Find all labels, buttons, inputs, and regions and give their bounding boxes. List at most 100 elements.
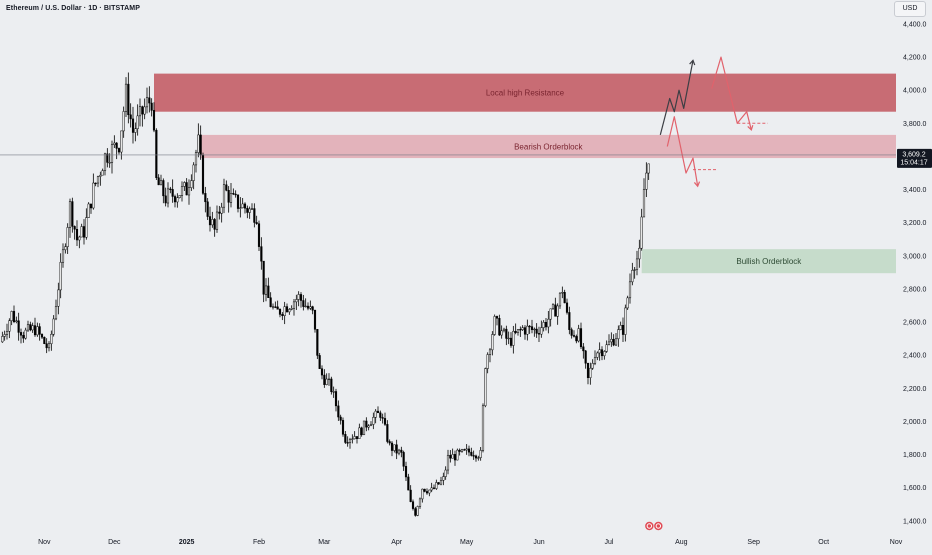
candle [367,425,370,428]
candle [365,420,368,428]
candle [239,207,242,209]
candle [577,328,580,342]
candle [360,427,363,436]
candle [516,329,520,333]
candle [561,292,564,294]
candle [164,195,167,204]
candle [638,247,641,260]
candle [92,182,95,209]
candle [87,203,90,218]
candle [178,195,181,198]
x-tick-label: May [460,539,474,546]
candle [339,416,342,421]
x-tick-label: Nov [890,539,903,546]
candle [351,438,354,440]
candle [138,106,142,117]
y-tick-label: 3,200.0 [903,220,926,227]
candle [605,344,608,352]
candle [94,182,97,185]
candle [47,343,51,349]
candle [141,106,144,115]
y-tick-label: 1,400.0 [903,518,926,525]
candle [110,144,114,163]
candle [1,336,4,343]
candle [635,258,639,270]
candle [404,466,408,478]
candle [257,223,261,247]
labels-layer: 3,609.215:04:17 [645,148,932,531]
candle [206,201,209,217]
candle [173,196,177,203]
candle [213,219,216,230]
candle [456,449,459,461]
x-tick-label: Feb [253,539,265,546]
last-price-countdown: 15:04:17 [900,159,927,166]
candle [458,449,461,452]
candle [395,444,398,454]
candle [204,193,207,203]
event-marker-icon [654,521,663,531]
x-tick-label: 2025 [179,539,195,546]
currency-unit-button[interactable]: USD [894,1,926,17]
candle [222,184,226,208]
candle [332,391,335,393]
candle [29,324,32,331]
candle [323,374,326,385]
candle [288,309,291,313]
candle [341,420,345,435]
candle [593,357,597,364]
candle [78,236,81,241]
candle [232,193,235,195]
candle [220,206,223,214]
candle [376,410,380,414]
candle [157,177,160,186]
candle [353,436,356,440]
candle [565,302,569,313]
candle [537,333,541,335]
candle [586,362,590,378]
candle [374,410,377,418]
candle [355,436,359,439]
candle [519,329,522,331]
candle [33,325,37,336]
candle [481,405,485,451]
candle [631,269,634,283]
candle [645,172,648,190]
candle [640,216,643,249]
candle [129,114,132,120]
candle [325,378,328,385]
candle [295,299,298,303]
y-tick-label: 4,400.0 [903,21,926,28]
candle [45,343,48,349]
candle [390,442,394,451]
candle [498,318,501,336]
candle [127,83,130,116]
y-tick-label: 2,600.0 [903,320,926,327]
candle [379,412,382,418]
candle [474,455,478,459]
candle [502,328,506,332]
candle [150,102,153,111]
candle [598,349,601,354]
candle [260,246,263,262]
axes-layer: 1,400.0 1,600.0 1,800.0 2,000.0 2,200.0 2,400… [0,21,926,546]
candle [547,318,550,328]
candle [19,332,23,336]
x-tick-label: Nov [38,539,51,546]
candle [589,367,592,378]
x-tick-label: Sep [747,539,760,546]
candle [491,334,494,351]
candle [313,309,317,330]
candle [428,489,431,494]
candle [169,188,172,190]
candle [407,476,410,491]
y-tick-label: 1,800.0 [903,452,926,459]
candle [463,449,466,451]
candle [337,405,340,418]
candle [449,454,452,459]
y-tick-label: 4,200.0 [903,55,926,62]
candle [309,306,312,309]
candle [381,417,384,419]
candle [89,203,93,209]
